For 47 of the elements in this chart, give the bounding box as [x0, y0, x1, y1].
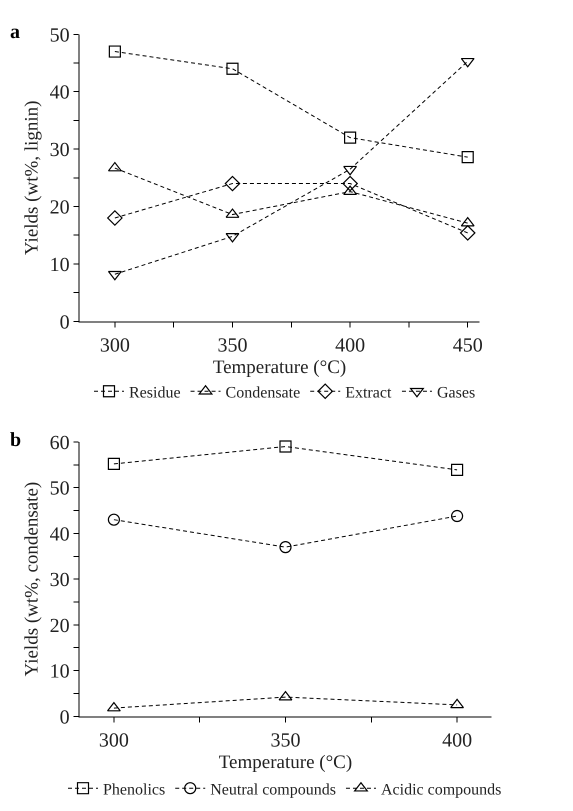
y-tick-label: 0 [60, 706, 70, 728]
legend-label: Acidic compounds [380, 781, 502, 798]
legend-label: Gases [436, 384, 476, 402]
legend-label: Residue [129, 384, 181, 402]
point [108, 458, 120, 470]
legend-label: Condensate [226, 384, 300, 402]
point [226, 62, 239, 75]
text: b [10, 429, 22, 451]
x-tick-label: 400 [335, 334, 366, 356]
y-tick-label: 0 [60, 311, 70, 334]
y-axis-title: Yields (wt%, condensate) [21, 482, 42, 676]
point [344, 132, 356, 144]
y-tick-label: 40 [50, 82, 70, 104]
x-tick-label: 350 [217, 334, 248, 356]
point [107, 210, 123, 226]
x-tick-label: 450 [452, 334, 483, 356]
point [450, 510, 464, 522]
y-tick-label: 10 [50, 254, 70, 276]
y-tick-label: 50 [50, 24, 70, 46]
point [108, 514, 120, 526]
point [108, 45, 121, 58]
x-tick-label: 350 [270, 729, 300, 752]
x-axis-title: Temperature (°C) [218, 752, 352, 774]
x-tick-label: 300 [98, 729, 129, 752]
y-tick-label: 30 [50, 139, 70, 162]
y-tick-label: 10 [50, 660, 70, 683]
x-tick-label: 300 [100, 334, 130, 356]
legend-label: Extract [345, 384, 392, 402]
y-tick-label: 20 [50, 614, 70, 637]
point [450, 464, 464, 476]
y-tick-label: 40 [50, 523, 70, 546]
x-axis-title: Temperature (°C) [212, 357, 346, 378]
point [279, 541, 292, 554]
y-tick-label: 60 [50, 432, 70, 454]
y-tick-label: 20 [50, 196, 70, 219]
legend-label: Neutral compounds [210, 781, 336, 798]
point [462, 151, 474, 164]
point [460, 225, 476, 241]
y-axis-title: Yields (wt%, lignin) [21, 100, 42, 256]
y-tick-label: 30 [50, 569, 70, 592]
point [342, 176, 358, 192]
legend-label: Phenolics [103, 781, 166, 798]
point [224, 176, 240, 192]
point [279, 440, 292, 453]
y-tick-label: 50 [50, 478, 70, 500]
x-tick-label: 400 [442, 729, 472, 752]
text: a [10, 21, 20, 43]
